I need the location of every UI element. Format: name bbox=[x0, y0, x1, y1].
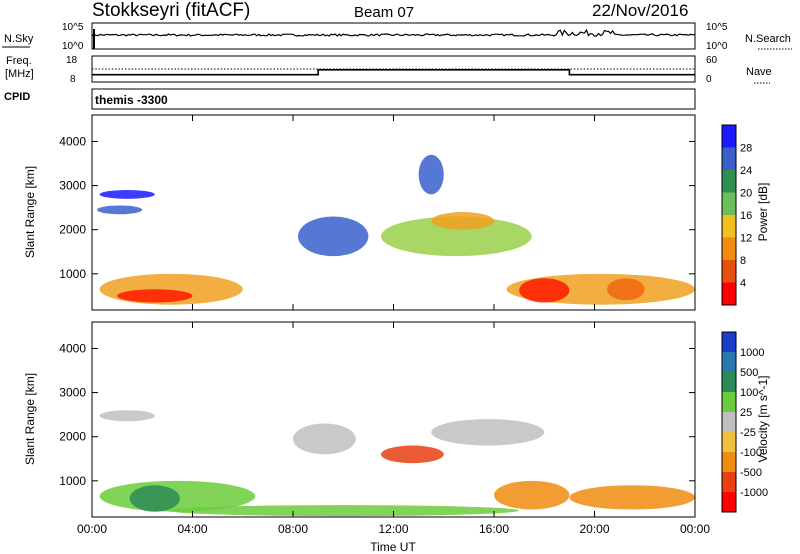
power-echo-region bbox=[298, 216, 369, 257]
vel-colorbar-swatch bbox=[722, 352, 736, 372]
power-ytick-label: 2000 bbox=[59, 223, 86, 237]
velocity-echo-region bbox=[431, 419, 545, 446]
power-colorbar-tick: 20 bbox=[740, 188, 752, 200]
power-colorbar-swatch bbox=[722, 192, 736, 215]
power-echo-region bbox=[519, 278, 570, 303]
vel-colorbar-swatch bbox=[722, 412, 736, 432]
power-panel: 1000 2000 3000 4000 Slant Range [km] 4 8 12 16… bbox=[23, 114, 770, 311]
freq-label-1: Freq. bbox=[6, 55, 32, 67]
power-echo-region bbox=[418, 154, 444, 195]
cpid-program: themis -3300 bbox=[95, 93, 168, 107]
velocity-echo-region bbox=[293, 423, 356, 455]
velocity-echo-region bbox=[99, 410, 155, 422]
vel-colorbar-tick: -1000 bbox=[740, 487, 768, 499]
nsearch-tick-top: 10^5 bbox=[706, 22, 728, 33]
vel-colorbar-swatch bbox=[722, 492, 736, 512]
nave-tick-bottom: 0 bbox=[706, 74, 712, 85]
freq-panel: Freq. [MHz] 18 8 60 0 Nave bbox=[5, 55, 772, 85]
vel-colorbar-swatch bbox=[722, 452, 736, 472]
power-colorbar-tick: 24 bbox=[740, 165, 752, 177]
nsky-label: N.Sky bbox=[4, 33, 34, 45]
power-echo-region bbox=[431, 212, 494, 230]
power-echo-region bbox=[97, 205, 143, 215]
x-tick-label: 00:00 bbox=[680, 522, 710, 536]
x-tick-label: 16:00 bbox=[479, 522, 509, 536]
nsky-tick-bottom: 10^0 bbox=[62, 41, 84, 52]
velocity-colorbar-label: Velocity [m s^-1] bbox=[756, 376, 770, 463]
power-colorbar-swatch bbox=[722, 215, 736, 238]
vel-colorbar-tick: 25 bbox=[740, 407, 752, 419]
nsky-panel: N.Sky 10^5 10^0 10^5 10^0 N.Search bbox=[2, 22, 792, 52]
station-title: Stokkseyri (fitACF) bbox=[92, 0, 250, 21]
power-echo-region bbox=[607, 278, 645, 301]
vel-colorbar-tick: 1000 bbox=[740, 347, 764, 359]
power-colorbar-tick: 4 bbox=[740, 278, 746, 290]
power-colorbar-frame bbox=[721, 124, 737, 306]
vel-colorbar-swatch bbox=[722, 472, 736, 492]
velocity-ylabel: Slant Range [km] bbox=[23, 373, 37, 465]
power-echo-region bbox=[99, 190, 155, 199]
power-colorbar-swatch bbox=[722, 237, 736, 260]
beam-title: Beam 07 bbox=[354, 4, 414, 21]
power-ytick-label: 1000 bbox=[59, 267, 86, 281]
power-colorbar-swatch bbox=[722, 282, 736, 305]
vel-colorbar-tick: 100 bbox=[740, 387, 758, 399]
power-colorbar-tick: 28 bbox=[740, 143, 752, 155]
vel-colorbar-tick: -25 bbox=[740, 427, 756, 439]
power-colorbar-swatch bbox=[722, 170, 736, 193]
x-tick-label: 12:00 bbox=[378, 522, 408, 536]
power-echo-region bbox=[380, 216, 532, 257]
power-colorbar-tick: 12 bbox=[740, 233, 752, 245]
freq-label-2: [MHz] bbox=[5, 68, 34, 80]
vel-ytick-label: 1000 bbox=[59, 474, 86, 488]
vel-colorbar-swatch bbox=[722, 372, 736, 392]
nave-tick-top: 60 bbox=[706, 55, 718, 66]
power-colorbar-swatch bbox=[722, 260, 736, 283]
velocity-echo-region bbox=[494, 480, 570, 510]
freq-tick-top: 18 bbox=[66, 55, 78, 66]
x-tick-label: 00:00 bbox=[77, 522, 107, 536]
power-echo-region bbox=[117, 289, 193, 303]
cpid-label: CPID bbox=[4, 91, 30, 103]
vel-colorbar-tick: 500 bbox=[740, 367, 758, 379]
freq-line bbox=[92, 69, 695, 76]
x-axis-label: Time UT bbox=[370, 540, 416, 554]
velocity-echo-region bbox=[569, 485, 695, 510]
velocity-panel: 00:00 04:00 08:00 12:00 16:00 20:00 00:00 1000… bbox=[23, 321, 770, 554]
velocity-echo-region bbox=[167, 505, 520, 517]
nsky-tick-top: 10^5 bbox=[62, 22, 84, 33]
power-colorbar-swatch bbox=[722, 125, 736, 148]
nsearch-label: N.Search bbox=[745, 33, 791, 45]
vel-ytick-label: 4000 bbox=[59, 341, 86, 355]
x-tick-label: 04:00 bbox=[177, 522, 207, 536]
vel-colorbar-tick: -500 bbox=[740, 467, 762, 479]
vel-ytick-label: 2000 bbox=[59, 430, 86, 444]
x-tick-label: 08:00 bbox=[278, 522, 308, 536]
vel-colorbar-swatch bbox=[722, 432, 736, 452]
power-ylabel: Slant Range [km] bbox=[23, 166, 37, 258]
velocity-echo-region bbox=[380, 445, 444, 464]
vel-colorbar-swatch bbox=[722, 332, 736, 352]
date-title: 22/Nov/2016 bbox=[592, 1, 688, 20]
power-ytick-label: 3000 bbox=[59, 179, 86, 193]
power-colorbar-tick: 16 bbox=[740, 210, 752, 222]
nave-label: Nave bbox=[746, 66, 772, 78]
power-ytick-label: 4000 bbox=[59, 134, 86, 148]
power-colorbar-tick: 8 bbox=[740, 255, 746, 267]
vel-colorbar-frame bbox=[721, 331, 737, 513]
vel-colorbar-tick: -100 bbox=[740, 447, 762, 459]
freq-tick-bottom: 8 bbox=[70, 74, 76, 85]
velocity-echo-region bbox=[129, 485, 180, 512]
power-colorbar-label: Power [dB] bbox=[756, 183, 770, 242]
power-colorbar-swatch bbox=[722, 147, 736, 170]
nsky-series-line bbox=[91, 28, 696, 37]
nsearch-tick-bottom: 10^0 bbox=[706, 41, 728, 52]
x-tick-label: 20:00 bbox=[579, 522, 609, 536]
vel-ytick-label: 3000 bbox=[59, 386, 86, 400]
vel-colorbar-swatch bbox=[722, 392, 736, 412]
